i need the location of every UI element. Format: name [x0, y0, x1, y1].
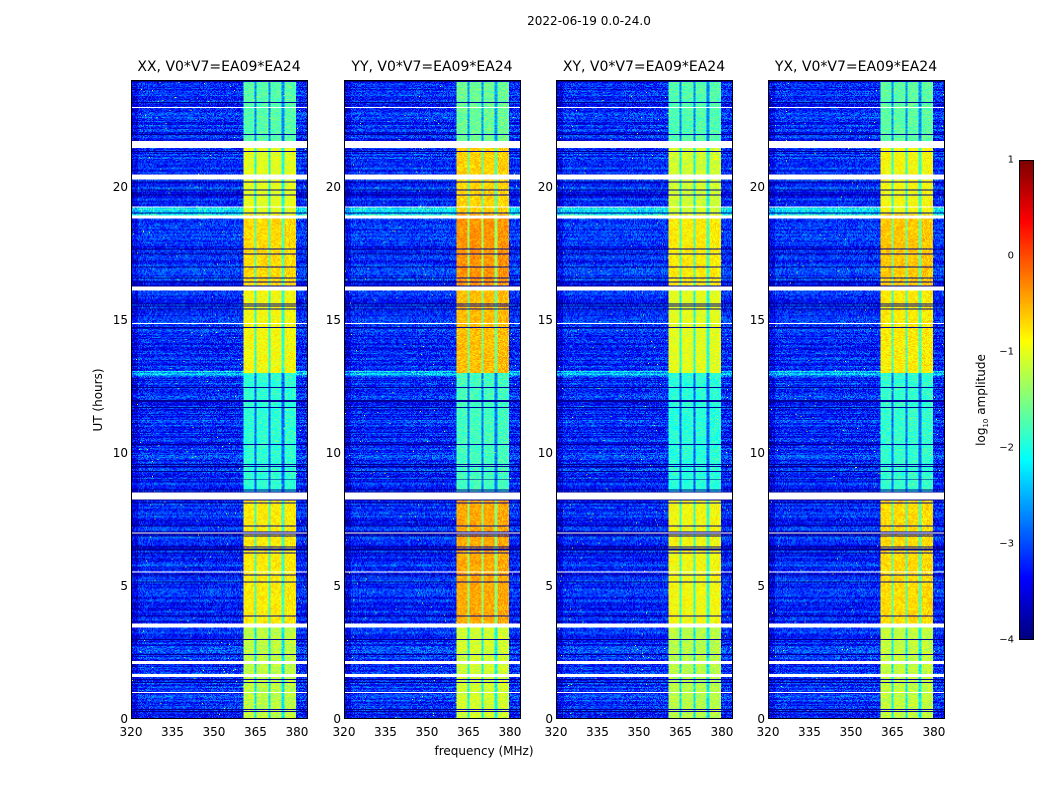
colorbar-tick-label: −1 [999, 346, 1014, 358]
x-tick-label: 320 [119, 725, 143, 739]
y-tick-label: 10 [112, 445, 128, 460]
x-tick-label: 350 [415, 725, 439, 739]
y-tick-label: 15 [749, 312, 765, 327]
x-axis-label: frequency (MHz) [434, 744, 534, 758]
x-tick-label: 350 [839, 725, 863, 739]
y-tick-label: 15 [112, 312, 128, 327]
colorbar-tick-label: −3 [999, 538, 1014, 550]
x-tick-label: 350 [627, 725, 651, 739]
x-tick-label: 335 [798, 725, 821, 739]
y-tick-label: 0 [120, 712, 128, 726]
y-tick-label: 15 [537, 312, 553, 327]
y-axis-label: UT (hours) [91, 368, 105, 432]
figure-title: 2022-06-19 0.0-24.0 [527, 14, 651, 28]
x-tick-label: 365 [457, 725, 480, 739]
y-tick-label: 20 [112, 179, 128, 194]
x-tick-label: 380 [498, 725, 522, 739]
y-tick-label: 5 [757, 578, 765, 593]
y-tick-label: 15 [325, 312, 341, 327]
x-tick-label: 365 [669, 725, 692, 739]
x-tick-label: 320 [756, 725, 780, 739]
panel-title: XY, V0*V7=EA09*EA24 [562, 59, 726, 75]
panel-title: XX, V0*V7=EA09*EA24 [137, 59, 301, 75]
y-tick-label: 10 [537, 445, 553, 460]
waterfall-panel [344, 80, 521, 719]
x-tick-label: 335 [161, 725, 184, 739]
waterfall-panel [768, 80, 945, 719]
heatmap-image [769, 81, 944, 718]
y-tick-label: 10 [749, 445, 765, 460]
colorbar-tick-label: −2 [999, 442, 1014, 454]
x-tick-label: 380 [710, 725, 734, 739]
x-tick-label: 365 [244, 725, 267, 739]
x-tick-label: 380 [285, 725, 309, 739]
x-tick-label: 320 [544, 725, 568, 739]
colorbar [1019, 160, 1034, 640]
y-tick-label: 0 [545, 712, 553, 726]
y-tick-label: 0 [333, 712, 341, 726]
colorbar-label: log10 amplitude [973, 354, 991, 446]
y-tick-label: 5 [545, 578, 553, 593]
y-tick-label: 20 [537, 179, 553, 194]
y-tick-label: 5 [120, 578, 128, 593]
x-tick-label: 335 [586, 725, 609, 739]
panel-title: YX, V0*V7=EA09*EA24 [774, 59, 938, 75]
x-tick-label: 320 [332, 725, 356, 739]
waterfall-panel [131, 80, 308, 719]
heatmap-image [345, 81, 520, 718]
x-tick-label: 380 [922, 725, 946, 739]
x-tick-label: 335 [374, 725, 397, 739]
y-tick-label: 20 [325, 179, 341, 194]
colorbar-tick-label: 0 [1007, 250, 1014, 262]
colorbar-tick-label: 1 [1007, 154, 1014, 166]
y-tick-label: 5 [333, 578, 341, 593]
y-tick-label: 20 [749, 179, 765, 194]
x-tick-label: 350 [202, 725, 226, 739]
y-tick-label: 0 [757, 712, 765, 726]
panel-title: YY, V0*V7=EA09*EA24 [351, 59, 513, 75]
y-tick-label: 10 [325, 445, 341, 460]
heatmap-image [132, 81, 307, 718]
x-tick-label: 365 [881, 725, 904, 739]
waterfall-panel [556, 80, 733, 719]
colorbar-tick-label: −4 [999, 634, 1014, 646]
heatmap-image [557, 81, 732, 718]
